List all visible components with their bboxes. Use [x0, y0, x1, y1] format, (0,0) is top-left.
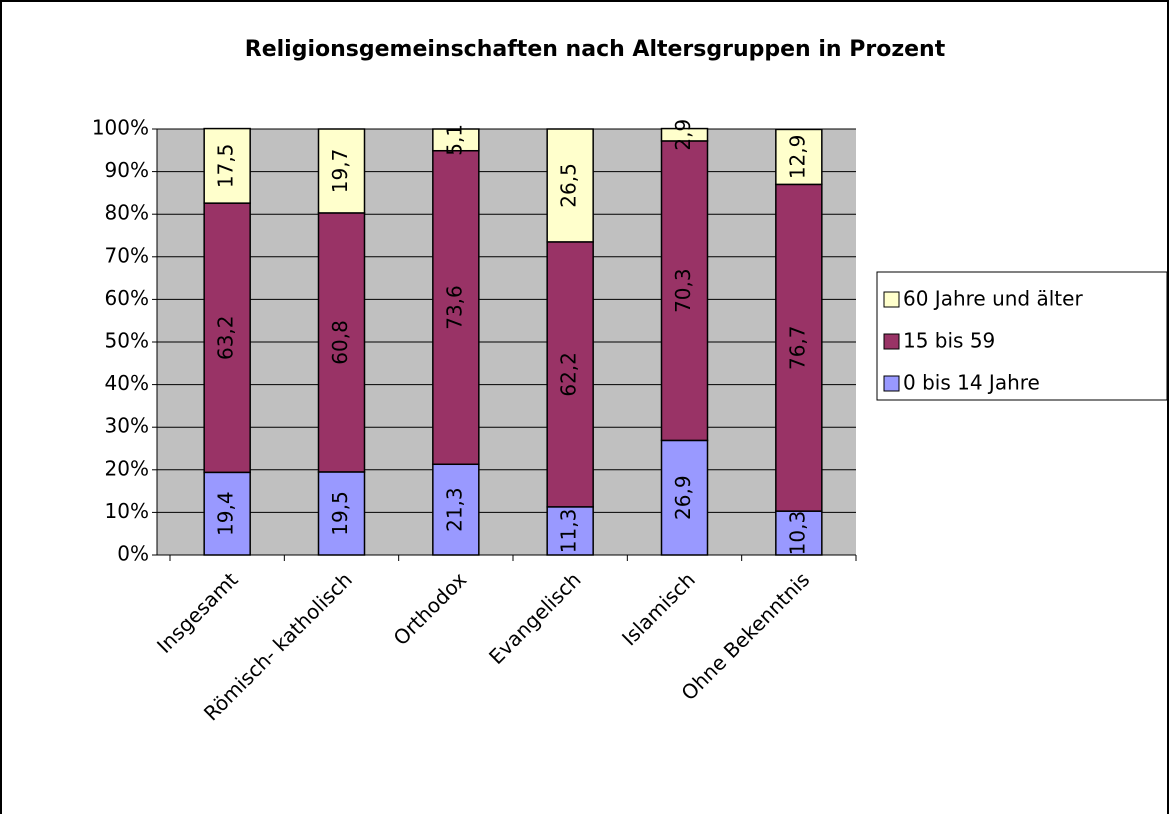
legend-label: 15 bis 59 — [903, 329, 995, 353]
y-tick-label: 90% — [105, 158, 149, 182]
y-tick-label: 60% — [105, 286, 149, 310]
data-label: 19,7 — [328, 149, 352, 194]
data-label: 70,3 — [671, 268, 695, 313]
y-tick-label: 0% — [117, 542, 149, 566]
data-label: 60,8 — [328, 320, 352, 365]
bar-segment — [660, 127, 709, 142]
y-tick-label: 10% — [105, 499, 149, 523]
y-tick-label: 80% — [105, 201, 149, 225]
bar-segment — [660, 140, 709, 442]
bar-segment — [546, 128, 594, 243]
y-tick-label: 30% — [105, 414, 149, 438]
bar-segment — [546, 241, 594, 508]
data-label: 10,3 — [785, 511, 809, 556]
chart-title: Religionsgemeinschaften nach Altersgrupp… — [245, 37, 946, 62]
bar-segment — [203, 127, 251, 204]
bar-segment — [317, 471, 366, 556]
data-label: 73,6 — [442, 285, 466, 330]
data-label: 62,2 — [557, 352, 581, 397]
bar-segment — [317, 212, 366, 473]
data-label: 21,3 — [442, 487, 466, 532]
y-tick-label: 20% — [105, 456, 149, 480]
legend-swatch — [883, 333, 900, 350]
y-tick-label: 70% — [105, 243, 149, 267]
bar-segment — [775, 183, 823, 512]
data-label: 17,5 — [214, 144, 238, 189]
data-label: 19,5 — [328, 491, 352, 536]
data-label: 76,7 — [785, 325, 809, 370]
y-tick-label: 50% — [105, 329, 149, 353]
data-label: 26,5 — [557, 163, 581, 208]
bar-segment — [546, 506, 594, 556]
bar-segment — [432, 128, 480, 152]
bar-segment — [203, 471, 251, 556]
data-label: 63,2 — [214, 315, 238, 360]
data-label: 19,4 — [214, 491, 238, 536]
data-label: 2,9 — [671, 119, 695, 151]
data-label: 5,1 — [442, 124, 466, 156]
bar-segment — [432, 463, 480, 556]
legend — [876, 271, 1168, 401]
data-label: 26,9 — [671, 475, 695, 520]
legend-label: 60 Jahre und älter — [903, 287, 1083, 311]
legend-swatch — [883, 291, 900, 308]
bar-segment — [432, 149, 480, 466]
bar-segment — [775, 128, 823, 186]
y-tick-label: 100% — [92, 116, 149, 140]
bar-segment — [317, 128, 366, 214]
data-label: 11,3 — [557, 509, 581, 554]
y-tick-label: 40% — [105, 371, 149, 395]
legend-swatch — [883, 375, 900, 392]
legend-label: 0 bis 14 Jahre — [903, 371, 1040, 395]
data-label: 12,9 — [785, 135, 809, 180]
